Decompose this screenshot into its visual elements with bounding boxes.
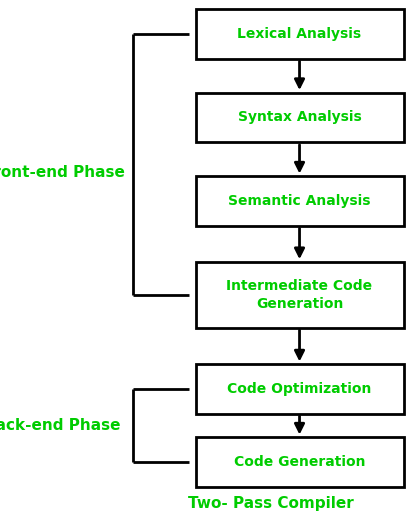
FancyBboxPatch shape <box>196 364 404 413</box>
Text: Two- Pass Compiler: Two- Pass Compiler <box>188 495 353 511</box>
Text: Intermediate Code
Generation: Intermediate Code Generation <box>226 279 373 311</box>
Text: Code Generation: Code Generation <box>234 455 365 469</box>
Text: Lexical Analysis: Lexical Analysis <box>238 27 362 41</box>
FancyBboxPatch shape <box>196 263 404 328</box>
FancyBboxPatch shape <box>196 9 404 58</box>
Text: Syntax Analysis: Syntax Analysis <box>238 111 362 124</box>
Text: Semantic Analysis: Semantic Analysis <box>228 194 371 208</box>
FancyBboxPatch shape <box>196 176 404 226</box>
Text: Code Optimization: Code Optimization <box>227 382 372 396</box>
Text: Back-end Phase: Back-end Phase <box>0 418 120 433</box>
Text: Front-end Phase: Front-end Phase <box>0 165 124 180</box>
FancyBboxPatch shape <box>196 93 404 143</box>
FancyBboxPatch shape <box>196 437 404 487</box>
